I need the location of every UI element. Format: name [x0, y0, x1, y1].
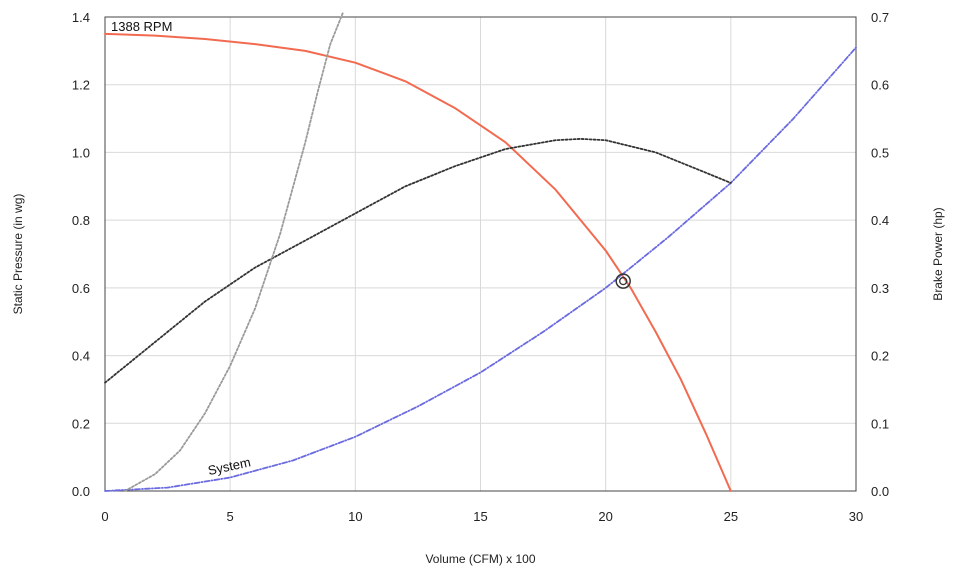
x-tick-label: 30 [849, 509, 863, 524]
y-tick-label: 1.2 [72, 78, 90, 93]
x-tick-label: 5 [227, 509, 234, 524]
grid-lines [105, 17, 856, 491]
x-axis-title: Volume (CFM) x 100 [425, 552, 535, 566]
y2-tick-label: 0.7 [871, 10, 889, 25]
rpm-annotation: 1388 RPM [111, 19, 172, 34]
x-tick-label: 20 [598, 509, 612, 524]
y-axis-title: Static Pressure (in wg) [11, 194, 25, 315]
y2-tick-label: 0.5 [871, 145, 889, 160]
y2-tick-label: 0.0 [871, 484, 889, 499]
y-tick-label: 1.4 [72, 10, 90, 25]
y-tick-label: 0.8 [72, 213, 90, 228]
tick-labels: 0 5 10 15 20 25 30 0.0 0.2 0.4 0.6 0.8 1.0 1.2 1.4 0.0 0… [72, 10, 889, 524]
y2-tick-label: 0.4 [871, 213, 889, 228]
operating-point-outer [615, 273, 631, 289]
x-tick-label: 15 [473, 509, 487, 524]
y-tick-label: 0.0 [72, 484, 90, 499]
series-fan-curve [104, 32, 732, 492]
y2-tick-label: 0.2 [871, 349, 889, 364]
plot-area-frame [104, 16, 857, 492]
y-tick-label: 0.4 [72, 349, 90, 364]
series-efficiency-limit [124, 12, 344, 492]
series-layer: System [104, 12, 857, 492]
operating-point-inner [619, 276, 628, 286]
y2-axis-title: Brake Power (hp) [931, 207, 945, 300]
y-tick-label: 1.0 [72, 145, 90, 160]
y2-tick-label: 0.1 [871, 416, 889, 431]
y-tick-label: 0.6 [72, 281, 90, 296]
y2-tick-label: 0.6 [871, 78, 889, 93]
x-tick-label: 10 [348, 509, 362, 524]
y-tick-label: 0.2 [72, 416, 90, 431]
series-brake-power [104, 137, 732, 384]
x-tick-label: 0 [101, 509, 108, 524]
y2-tick-label: 0.3 [871, 281, 889, 296]
x-tick-label: 25 [724, 509, 738, 524]
